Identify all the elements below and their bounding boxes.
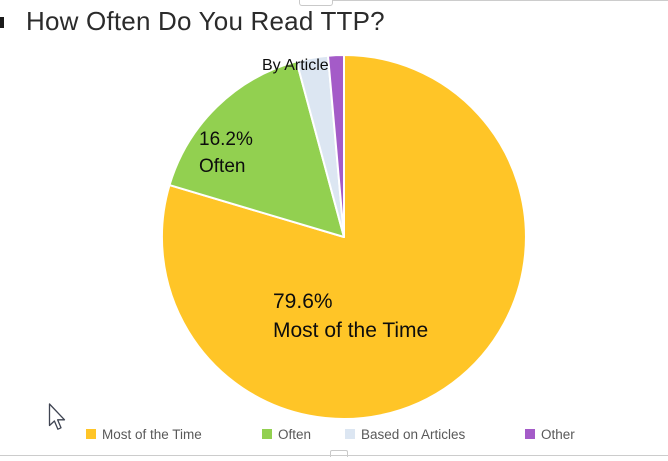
data-label-category: Most of the Time [273,319,429,342]
data-label-text: By Article [262,57,329,74]
chart-legend: Most of the Time Often Based on Articles… [0,426,668,442]
mouse-cursor-icon [48,403,66,430]
data-label-most-of-the-time[interactable]: 79.6% Most of the Time [273,287,428,345]
bottom-divider-line [0,455,668,456]
legend-item-based-on-articles[interactable]: Based on Articles [345,426,465,442]
legend-swatch-icon [262,429,272,439]
legend-swatch-icon [525,429,535,439]
data-label-category: Often [199,156,246,177]
data-label-percent: 79.6% [273,290,333,313]
top-divider-notch[interactable] [299,0,333,6]
left-edge-fragment [0,17,4,28]
legend-swatch-icon [86,429,96,439]
legend-item-other[interactable]: Other [525,426,575,442]
legend-swatch-icon [345,429,355,439]
legend-item-most-of-the-time[interactable]: Most of the Time [86,426,202,442]
legend-item-label: Most of the Time [102,426,202,442]
legend-item-often[interactable]: Often [262,426,311,442]
top-divider-line [331,0,668,1]
data-label-by-article[interactable]: By Article [262,57,329,75]
legend-item-label: Often [278,426,312,442]
pie-slice-other[interactable] [327,53,345,238]
chart-title[interactable]: How Often Do You Read TTP? [26,6,385,36]
legend-item-label: Other [541,426,575,442]
data-label-percent: 16.2% [199,129,253,150]
legend-item-label: Based on Articles [361,426,466,442]
bottom-divider-notch[interactable] [330,450,348,457]
data-label-often[interactable]: 16.2% Often [199,126,253,180]
pie-slice-often[interactable] [168,60,345,238]
